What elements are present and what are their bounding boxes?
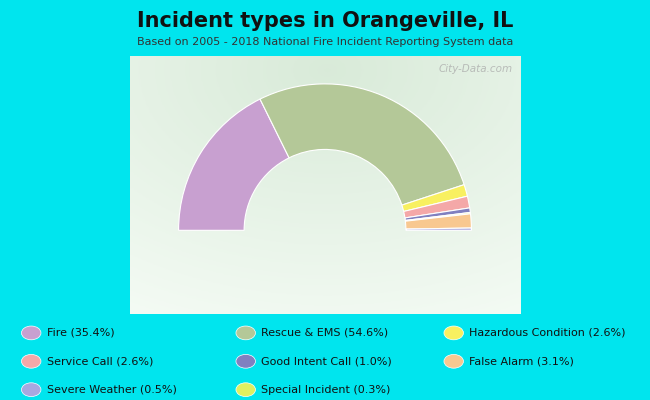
Wedge shape (404, 196, 470, 218)
Ellipse shape (21, 383, 41, 396)
Text: False Alarm (3.1%): False Alarm (3.1%) (469, 356, 574, 366)
Wedge shape (402, 185, 467, 212)
Wedge shape (406, 212, 471, 221)
Ellipse shape (236, 326, 255, 340)
Text: Special Incident (0.3%): Special Incident (0.3%) (261, 385, 391, 395)
Ellipse shape (236, 383, 255, 396)
Wedge shape (260, 84, 464, 205)
Text: Good Intent Call (1.0%): Good Intent Call (1.0%) (261, 356, 392, 366)
Text: Rescue & EMS (54.6%): Rescue & EMS (54.6%) (261, 328, 389, 338)
Wedge shape (406, 228, 471, 230)
Wedge shape (406, 214, 471, 229)
Text: Service Call (2.6%): Service Call (2.6%) (47, 356, 153, 366)
Ellipse shape (444, 326, 463, 340)
Ellipse shape (21, 354, 41, 368)
Text: Incident types in Orangeville, IL: Incident types in Orangeville, IL (136, 11, 514, 31)
Ellipse shape (444, 354, 463, 368)
Wedge shape (179, 99, 289, 230)
Text: City-Data.com: City-Data.com (438, 64, 512, 74)
Text: Hazardous Condition (2.6%): Hazardous Condition (2.6%) (469, 328, 626, 338)
Ellipse shape (21, 326, 41, 340)
Text: Based on 2005 - 2018 National Fire Incident Reporting System data: Based on 2005 - 2018 National Fire Incid… (136, 37, 514, 47)
Wedge shape (405, 208, 471, 220)
Ellipse shape (236, 354, 255, 368)
Text: Fire (35.4%): Fire (35.4%) (47, 328, 114, 338)
Text: Severe Weather (0.5%): Severe Weather (0.5%) (47, 385, 177, 395)
